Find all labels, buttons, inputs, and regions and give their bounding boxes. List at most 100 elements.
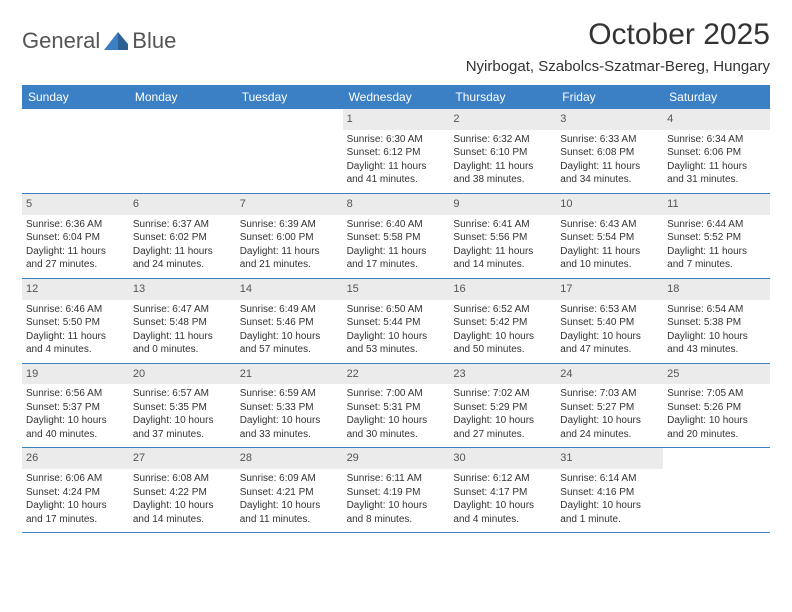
calendar-day: 29Sunrise: 6:11 AMSunset: 4:19 PMDayligh… — [343, 448, 450, 532]
daylight-text: Daylight: 11 hours and 31 minutes. — [667, 160, 766, 187]
calendar-day: 6Sunrise: 6:37 AMSunset: 6:02 PMDaylight… — [129, 194, 236, 278]
calendar-day: 27Sunrise: 6:08 AMSunset: 4:22 PMDayligh… — [129, 448, 236, 532]
sunrise-text: Sunrise: 6:59 AM — [240, 387, 339, 401]
calendar-day: 19Sunrise: 6:56 AMSunset: 5:37 PMDayligh… — [22, 364, 129, 448]
sunset-text: Sunset: 5:35 PM — [133, 401, 232, 415]
sunset-text: Sunset: 4:21 PM — [240, 486, 339, 500]
sunrise-text: Sunrise: 6:47 AM — [133, 303, 232, 317]
day-number: 23 — [449, 364, 556, 385]
day-of-week-cell: Tuesday — [236, 85, 343, 109]
sunset-text: Sunset: 5:56 PM — [453, 231, 552, 245]
daylight-text: Daylight: 10 hours and 43 minutes. — [667, 330, 766, 357]
day-number: 25 — [663, 364, 770, 385]
calendar-week: 19Sunrise: 6:56 AMSunset: 5:37 PMDayligh… — [22, 364, 770, 449]
daylight-text: Daylight: 11 hours and 4 minutes. — [26, 330, 125, 357]
calendar-week: 12Sunrise: 6:46 AMSunset: 5:50 PMDayligh… — [22, 279, 770, 364]
sunrise-text: Sunrise: 6:11 AM — [347, 472, 446, 486]
daylight-text: Daylight: 10 hours and 50 minutes. — [453, 330, 552, 357]
day-number: 22 — [343, 364, 450, 385]
calendar-day: 24Sunrise: 7:03 AMSunset: 5:27 PMDayligh… — [556, 364, 663, 448]
daylight-text: Daylight: 11 hours and 27 minutes. — [26, 245, 125, 272]
sunset-text: Sunset: 5:40 PM — [560, 316, 659, 330]
title-block: October 2025 Nyirbogat, Szabolcs-Szatmar… — [466, 18, 770, 75]
calendar-day: 8Sunrise: 6:40 AMSunset: 5:58 PMDaylight… — [343, 194, 450, 278]
day-number: 27 — [129, 448, 236, 469]
daylight-text: Daylight: 10 hours and 20 minutes. — [667, 414, 766, 441]
calendar-day: 10Sunrise: 6:43 AMSunset: 5:54 PMDayligh… — [556, 194, 663, 278]
sunset-text: Sunset: 5:58 PM — [347, 231, 446, 245]
calendar-day: 7 Sunrise: 6:39 AMSunset: 6:00 PMDaylight… — [236, 194, 343, 278]
daylight-text: Daylight: 10 hours and 11 minutes. — [240, 499, 339, 526]
calendar-day: 11 Sunrise: 6:44 AMSunset: 5:52 PMDayligh… — [663, 194, 770, 278]
calendar-day: 18Sunrise: 6:54 AMSunset: 5:38 PMDayligh… — [663, 279, 770, 363]
calendar-week: 26Sunrise: 6:06 AMSunset: 4:24 PMDayligh… — [22, 448, 770, 533]
calendar-day: 16Sunrise: 6:52 AMSunset: 5:42 PMDayligh… — [449, 279, 556, 363]
daylight-text: Daylight: 11 hours and 21 minutes. — [240, 245, 339, 272]
logo-text-2: Blue — [132, 28, 176, 54]
day-number: 28 — [236, 448, 343, 469]
daylight-text: Daylight: 10 hours and 24 minutes. — [560, 414, 659, 441]
day-number: 20 — [129, 364, 236, 385]
daylight-text: Daylight: 11 hours and 7 minutes. — [667, 245, 766, 272]
daylight-text: Daylight: 11 hours and 34 minutes. — [560, 160, 659, 187]
day-number: 11 — [663, 194, 770, 215]
calendar-day: 9 Sunrise: 6:41 AMSunset: 5:56 PMDaylight… — [449, 194, 556, 278]
calendar-day: 14Sunrise: 6:49 AMSunset: 5:46 PMDayligh… — [236, 279, 343, 363]
sunrise-text: Sunrise: 6:37 AM — [133, 218, 232, 232]
sunset-text: Sunset: 4:24 PM — [26, 486, 125, 500]
sunrise-text: Sunrise: 6:44 AM — [667, 218, 766, 232]
daylight-text: Daylight: 10 hours and 17 minutes. — [26, 499, 125, 526]
sunset-text: Sunset: 6:00 PM — [240, 231, 339, 245]
day-number: 12 — [22, 279, 129, 300]
header: General Blue October 2025 Nyirbogat, Sza… — [22, 18, 770, 75]
calendar-day: 28Sunrise: 6:09 AMSunset: 4:21 PMDayligh… — [236, 448, 343, 532]
daylight-text: Daylight: 11 hours and 17 minutes. — [347, 245, 446, 272]
sunrise-text: Sunrise: 7:05 AM — [667, 387, 766, 401]
daylight-text: Daylight: 11 hours and 14 minutes. — [453, 245, 552, 272]
calendar-day: 15Sunrise: 6:50 AMSunset: 5:44 PMDayligh… — [343, 279, 450, 363]
day-of-week-cell: Friday — [556, 85, 663, 109]
day-number: 29 — [343, 448, 450, 469]
day-number: 19 — [22, 364, 129, 385]
calendar-day: 1Sunrise: 6:30 AMSunset: 6:12 PMDaylight… — [343, 109, 450, 193]
sunrise-text: Sunrise: 7:03 AM — [560, 387, 659, 401]
daylight-text: Daylight: 11 hours and 10 minutes. — [560, 245, 659, 272]
sunrise-text: Sunrise: 7:00 AM — [347, 387, 446, 401]
day-number: 13 — [129, 279, 236, 300]
day-number: 9 — [449, 194, 556, 215]
sunrise-text: Sunrise: 6:41 AM — [453, 218, 552, 232]
calendar-day: 21Sunrise: 6:59 AMSunset: 5:33 PMDayligh… — [236, 364, 343, 448]
sunset-text: Sunset: 5:52 PM — [667, 231, 766, 245]
sunrise-text: Sunrise: 6:36 AM — [26, 218, 125, 232]
calendar-day: 22Sunrise: 7:00 AMSunset: 5:31 PMDayligh… — [343, 364, 450, 448]
sunrise-text: Sunrise: 6:52 AM — [453, 303, 552, 317]
daylight-text: Daylight: 10 hours and 33 minutes. — [240, 414, 339, 441]
sunset-text: Sunset: 6:10 PM — [453, 146, 552, 160]
sunrise-text: Sunrise: 6:12 AM — [453, 472, 552, 486]
sunrise-text: Sunrise: 6:43 AM — [560, 218, 659, 232]
day-number: 17 — [556, 279, 663, 300]
sunrise-text: Sunrise: 6:39 AM — [240, 218, 339, 232]
calendar-day: 30Sunrise: 6:12 AMSunset: 4:17 PMDayligh… — [449, 448, 556, 532]
day-number: 7 — [236, 194, 343, 215]
calendar-day: 3Sunrise: 6:33 AMSunset: 6:08 PMDaylight… — [556, 109, 663, 193]
daylight-text: Daylight: 10 hours and 57 minutes. — [240, 330, 339, 357]
daylight-text: Daylight: 10 hours and 4 minutes. — [453, 499, 552, 526]
sunrise-text: Sunrise: 6:46 AM — [26, 303, 125, 317]
day-number: 30 — [449, 448, 556, 469]
day-number: 4 — [663, 109, 770, 130]
day-of-week-cell: Saturday — [663, 85, 770, 109]
day-number: 5 — [22, 194, 129, 215]
day-number: 21 — [236, 364, 343, 385]
daylight-text: Daylight: 10 hours and 8 minutes. — [347, 499, 446, 526]
sunset-text: Sunset: 6:08 PM — [560, 146, 659, 160]
day-number: 31 — [556, 448, 663, 469]
daylight-text: Daylight: 10 hours and 27 minutes. — [453, 414, 552, 441]
sunrise-text: Sunrise: 6:08 AM — [133, 472, 232, 486]
sunset-text: Sunset: 6:02 PM — [133, 231, 232, 245]
calendar-day: 17Sunrise: 6:53 AMSunset: 5:40 PMDayligh… — [556, 279, 663, 363]
calendar-day: 12Sunrise: 6:46 AMSunset: 5:50 PMDayligh… — [22, 279, 129, 363]
day-of-week-cell: Thursday — [449, 85, 556, 109]
calendar-day: 13Sunrise: 6:47 AMSunset: 5:48 PMDayligh… — [129, 279, 236, 363]
day-of-week-cell: Monday — [129, 85, 236, 109]
